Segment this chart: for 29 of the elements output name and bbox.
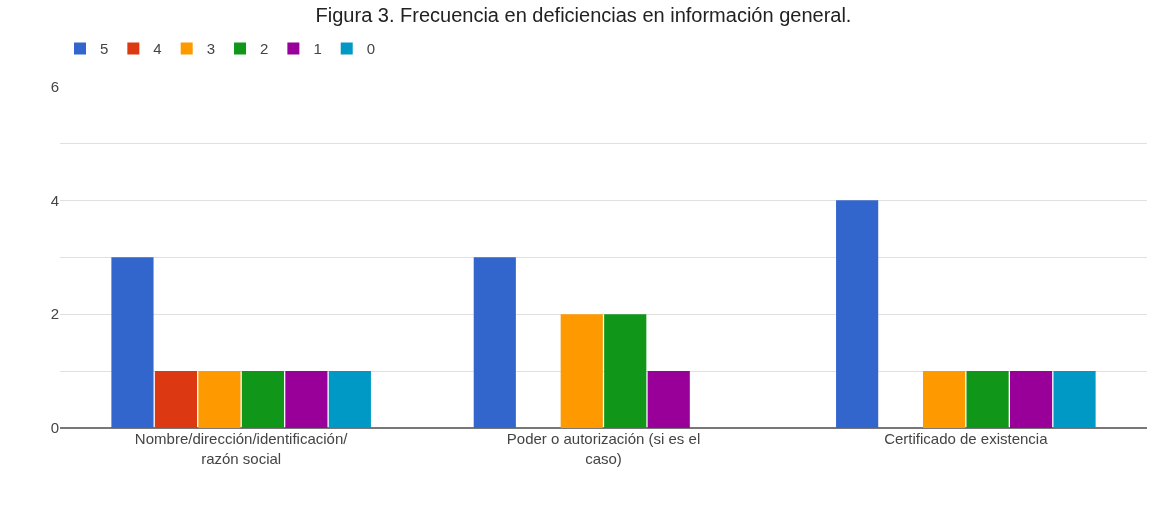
bar [647,371,690,428]
legend-label: 4 [153,40,162,58]
bar [836,200,879,428]
bar [1009,371,1053,428]
bar [285,371,328,428]
y-tick-label: 4 [50,191,59,209]
x-tick-label: Nombre/dirección/identificación/razón social [134,430,349,467]
legend-label: 5 [100,40,109,58]
bar [1053,371,1096,428]
y-tick-label: 2 [50,305,59,323]
bar [328,371,371,428]
legend-label: 1 [313,40,322,58]
x-tick-label: Poder o autorización (si es el caso) [506,430,701,467]
bar [154,371,198,428]
legend-label: 0 [366,40,376,58]
bar [111,257,154,428]
bar [923,371,966,428]
legend-label: 3 [206,40,216,58]
chart-title: Figura 3. Frecuencia en deficiencias en información general. [315,3,852,26]
y-tick-label: 6 [50,77,59,95]
bar [966,371,1009,428]
bar [604,314,647,428]
y-tick-label: 0 [50,419,59,437]
x-tick-label: Certificado de existencia [884,430,1049,447]
bar [560,314,603,428]
legend-label: 2 [260,40,269,58]
bar [198,371,241,428]
bar [241,371,284,428]
bar [473,257,516,428]
